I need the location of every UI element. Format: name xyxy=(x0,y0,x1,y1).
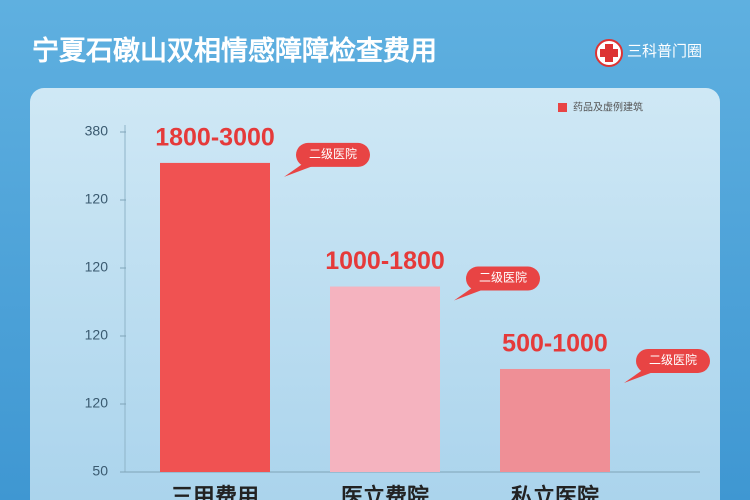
y-tick-label: 120 xyxy=(85,395,109,411)
brand: 三科普门圈 xyxy=(627,43,702,60)
callout-badge xyxy=(466,266,540,291)
y-tick-label: 50 xyxy=(92,463,108,479)
annotation: 二级医院 xyxy=(479,271,527,285)
value-label: 500-1000 xyxy=(502,330,608,358)
annotation: 二级医院 xyxy=(309,147,357,161)
x-tick-label: 医立费院 xyxy=(341,484,429,500)
legend-swatch xyxy=(558,103,567,112)
bar xyxy=(160,162,270,472)
x-tick-label: 私立医院 xyxy=(511,484,599,500)
callout-badge xyxy=(296,142,370,167)
bar xyxy=(500,368,610,472)
callout-badge xyxy=(636,348,710,373)
x-tick-label: 三甲费用 xyxy=(171,484,259,500)
y-tick-label: 380 xyxy=(85,123,109,139)
chart-title: 宁夏石礅山双相情感障障检查费用 xyxy=(32,35,437,66)
y-tick-label: 120 xyxy=(85,259,109,275)
value-label: 1800-3000 xyxy=(155,124,275,152)
logo-cross xyxy=(600,49,618,57)
value-label: 1000-1800 xyxy=(325,247,445,275)
bar xyxy=(330,286,440,472)
y-tick-label: 120 xyxy=(85,327,109,343)
y-tick-label: 120 xyxy=(85,191,109,207)
annotation: 二级医院 xyxy=(649,353,697,367)
legend-label: 药品及虚例建筑 xyxy=(573,101,643,114)
